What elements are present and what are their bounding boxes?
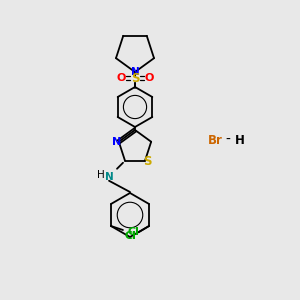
Text: O: O — [116, 73, 126, 83]
Text: N: N — [112, 137, 122, 147]
Text: Cl: Cl — [127, 227, 139, 237]
Text: H: H — [235, 134, 245, 146]
Text: H: H — [97, 170, 105, 180]
Text: -: - — [226, 133, 230, 147]
Text: O: O — [144, 73, 154, 83]
Text: S: S — [131, 71, 139, 85]
Text: N: N — [130, 67, 140, 77]
Text: N: N — [105, 172, 113, 182]
Text: Cl: Cl — [124, 231, 136, 241]
Text: Br: Br — [208, 134, 222, 146]
Text: S: S — [143, 155, 151, 168]
